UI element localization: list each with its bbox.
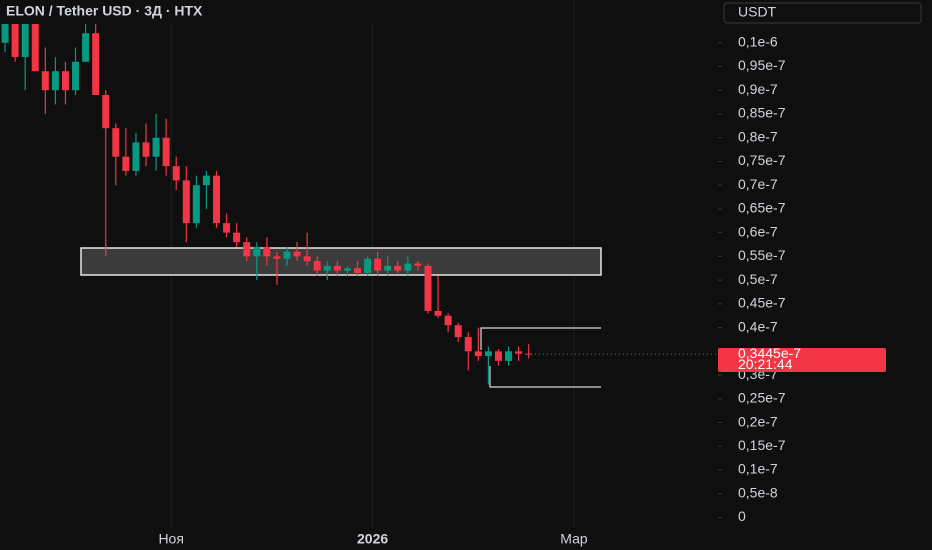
candle-body bbox=[1, 23, 9, 43]
candle-body bbox=[505, 351, 513, 361]
candle-body bbox=[112, 128, 120, 157]
candle-body bbox=[353, 268, 361, 273]
candle-body bbox=[11, 23, 19, 57]
candle-body bbox=[414, 263, 422, 266]
candle-body bbox=[82, 33, 90, 62]
candle-body bbox=[192, 185, 200, 224]
candle-body bbox=[515, 351, 523, 354]
candle-body bbox=[72, 61, 80, 91]
y-tick-label: 0,8e-7 bbox=[738, 128, 778, 144]
y-tick-label: 0,65e-7 bbox=[738, 200, 786, 216]
candle-body bbox=[92, 33, 100, 95]
candle-body bbox=[263, 246, 271, 257]
candle-body bbox=[384, 265, 392, 271]
currency-label[interactable]: USDT bbox=[738, 4, 777, 20]
candle-body bbox=[474, 351, 482, 357]
candle-body bbox=[525, 353, 533, 355]
candle-body bbox=[424, 265, 432, 311]
x-tick-label: Ноя bbox=[158, 531, 183, 547]
candle-body bbox=[364, 258, 372, 273]
candle-body bbox=[313, 261, 321, 271]
y-tick-label: 0 bbox=[738, 508, 746, 524]
candle-body bbox=[223, 223, 231, 233]
last-price-label: 0,3445e-7 bbox=[738, 345, 801, 361]
y-tick-label: 0,6e-7 bbox=[738, 223, 778, 239]
candle-body bbox=[394, 265, 402, 271]
candle-body bbox=[494, 351, 502, 361]
y-tick-label: 0,25e-7 bbox=[738, 390, 786, 406]
candle-body bbox=[374, 258, 382, 271]
candle-body bbox=[202, 175, 210, 186]
y-tick-label: 0,75e-7 bbox=[738, 152, 786, 168]
y-tick-label: 0,1e-6 bbox=[738, 33, 778, 49]
candle-body bbox=[333, 265, 341, 271]
y-tick-label: 0,7e-7 bbox=[738, 176, 778, 192]
candle-body bbox=[464, 337, 472, 352]
candle-body bbox=[404, 263, 412, 271]
zone-box bbox=[80, 247, 602, 276]
candle-body bbox=[41, 71, 49, 91]
candle-body bbox=[293, 251, 301, 257]
candle-body bbox=[142, 142, 150, 157]
candle-body bbox=[233, 232, 241, 243]
candle-body bbox=[283, 251, 291, 259]
candle-body bbox=[213, 175, 221, 224]
candle-body bbox=[243, 242, 251, 257]
x-tick-label: 2026 bbox=[357, 531, 388, 547]
candle-body bbox=[444, 315, 452, 326]
candle-body bbox=[51, 71, 59, 91]
chart-title: ELON / Tether USD · 3Д · HTX bbox=[6, 3, 203, 19]
countdown-label: 20:21:44 bbox=[738, 356, 793, 372]
title-backdrop bbox=[0, 0, 420, 24]
candle-body bbox=[122, 156, 130, 171]
candle-body bbox=[102, 94, 110, 129]
y-tick-label: 0,9e-7 bbox=[738, 81, 778, 97]
range-lines bbox=[480, 327, 601, 388]
candle-body bbox=[152, 137, 160, 157]
candle-body bbox=[253, 246, 261, 257]
y-tick-label: 0,95e-7 bbox=[738, 57, 786, 73]
y-tick-label: 0,85e-7 bbox=[738, 105, 786, 121]
y-tick-label: 0,4e-7 bbox=[738, 318, 778, 334]
candle-body bbox=[323, 265, 331, 271]
y-tick-label: 0,45e-7 bbox=[738, 295, 786, 311]
candles bbox=[1, 4, 533, 385]
price-axis: 0,1e-6 0,95e-7 0,9e-7 0,85e-7 0,8e-7 0,75e-7 0… bbox=[718, 33, 786, 524]
candle-body bbox=[343, 268, 351, 271]
y-tick-label: 0,15e-7 bbox=[738, 437, 786, 453]
candle-body bbox=[434, 310, 442, 316]
candle-body bbox=[31, 18, 39, 72]
candle-body bbox=[172, 166, 180, 181]
y-tick-label: 0,5e-7 bbox=[738, 271, 778, 287]
candle-body bbox=[61, 71, 69, 91]
x-tick-label: Мар bbox=[560, 531, 588, 547]
candle-body bbox=[484, 351, 492, 357]
last-price-box bbox=[718, 347, 886, 372]
candle-body bbox=[273, 256, 281, 259]
y-tick-label: 0,2e-7 bbox=[738, 413, 778, 429]
currency-button[interactable] bbox=[723, 2, 922, 24]
candle-body bbox=[21, 18, 29, 57]
y-tick-label: 0,55e-7 bbox=[738, 247, 786, 263]
candle-body bbox=[454, 325, 462, 338]
y-tick-label: 0,5e-8 bbox=[738, 484, 778, 500]
candle-body bbox=[132, 142, 140, 171]
candle-body bbox=[303, 256, 311, 262]
y-tick-label: 0,1e-7 bbox=[738, 461, 778, 477]
candle-body bbox=[182, 180, 190, 224]
candle-body bbox=[162, 137, 170, 167]
